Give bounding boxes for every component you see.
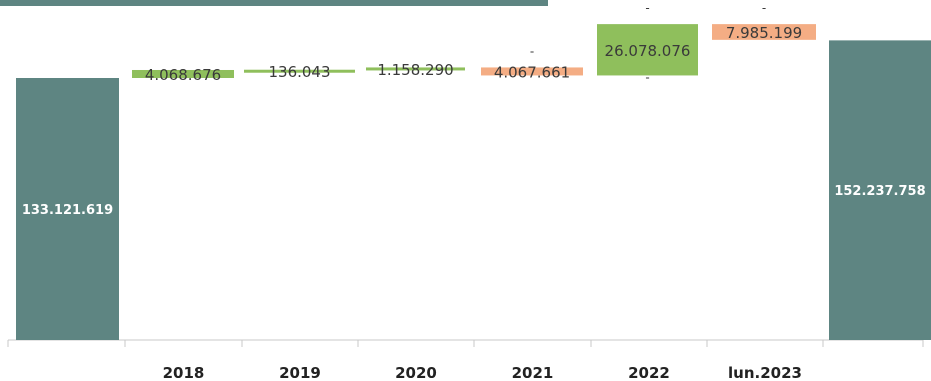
bar-2018 [132, 69, 234, 78]
category-label-2018: 2018 [163, 364, 205, 381]
bars-group [16, 24, 931, 341]
value-label-2020: 1.158.290 [377, 61, 453, 79]
dash-above-lun-2023: - [762, 1, 766, 15]
category-label-2021: 2021 [512, 364, 554, 381]
end-total-label: 152.237.758 [834, 184, 925, 199]
dash-above-2021: - [530, 44, 534, 58]
bar-2019 [244, 69, 355, 73]
dash-below-2022: - [645, 70, 649, 84]
bar-2021 [481, 67, 583, 76]
category-label-lun-2023: lun.2023 [728, 364, 802, 381]
value-label-2022: 26.078.076 [605, 42, 691, 60]
x-axis-ticks [7, 340, 924, 347]
category-label-2020: 2020 [395, 364, 437, 381]
bar-start-total [16, 78, 119, 340]
header-band [0, 0, 548, 6]
value-label-2019: 136.043 [268, 63, 330, 81]
value-label-lun-2023: 7.985.199 [726, 24, 802, 42]
value-labels-group: 133.121.619 4.068.676 136.043 1.158.290 4.06… [22, 1, 926, 218]
bar-end-total [829, 40, 931, 341]
bar-2022 [597, 24, 698, 76]
bar-2020 [366, 67, 465, 71]
bar-lun-2023 [712, 24, 816, 40]
start-total-label: 133.121.619 [22, 203, 113, 218]
category-label-2019: 2019 [279, 364, 321, 381]
dash-above-2022: - [645, 1, 649, 15]
value-label-2021: 4.067.661 [494, 63, 570, 81]
value-label-2018: 4.068.676 [145, 66, 221, 84]
category-label-2022: 2022 [628, 364, 670, 381]
category-labels-group: 2018 2019 2020 2021 2022 lun.2023 [163, 364, 802, 381]
